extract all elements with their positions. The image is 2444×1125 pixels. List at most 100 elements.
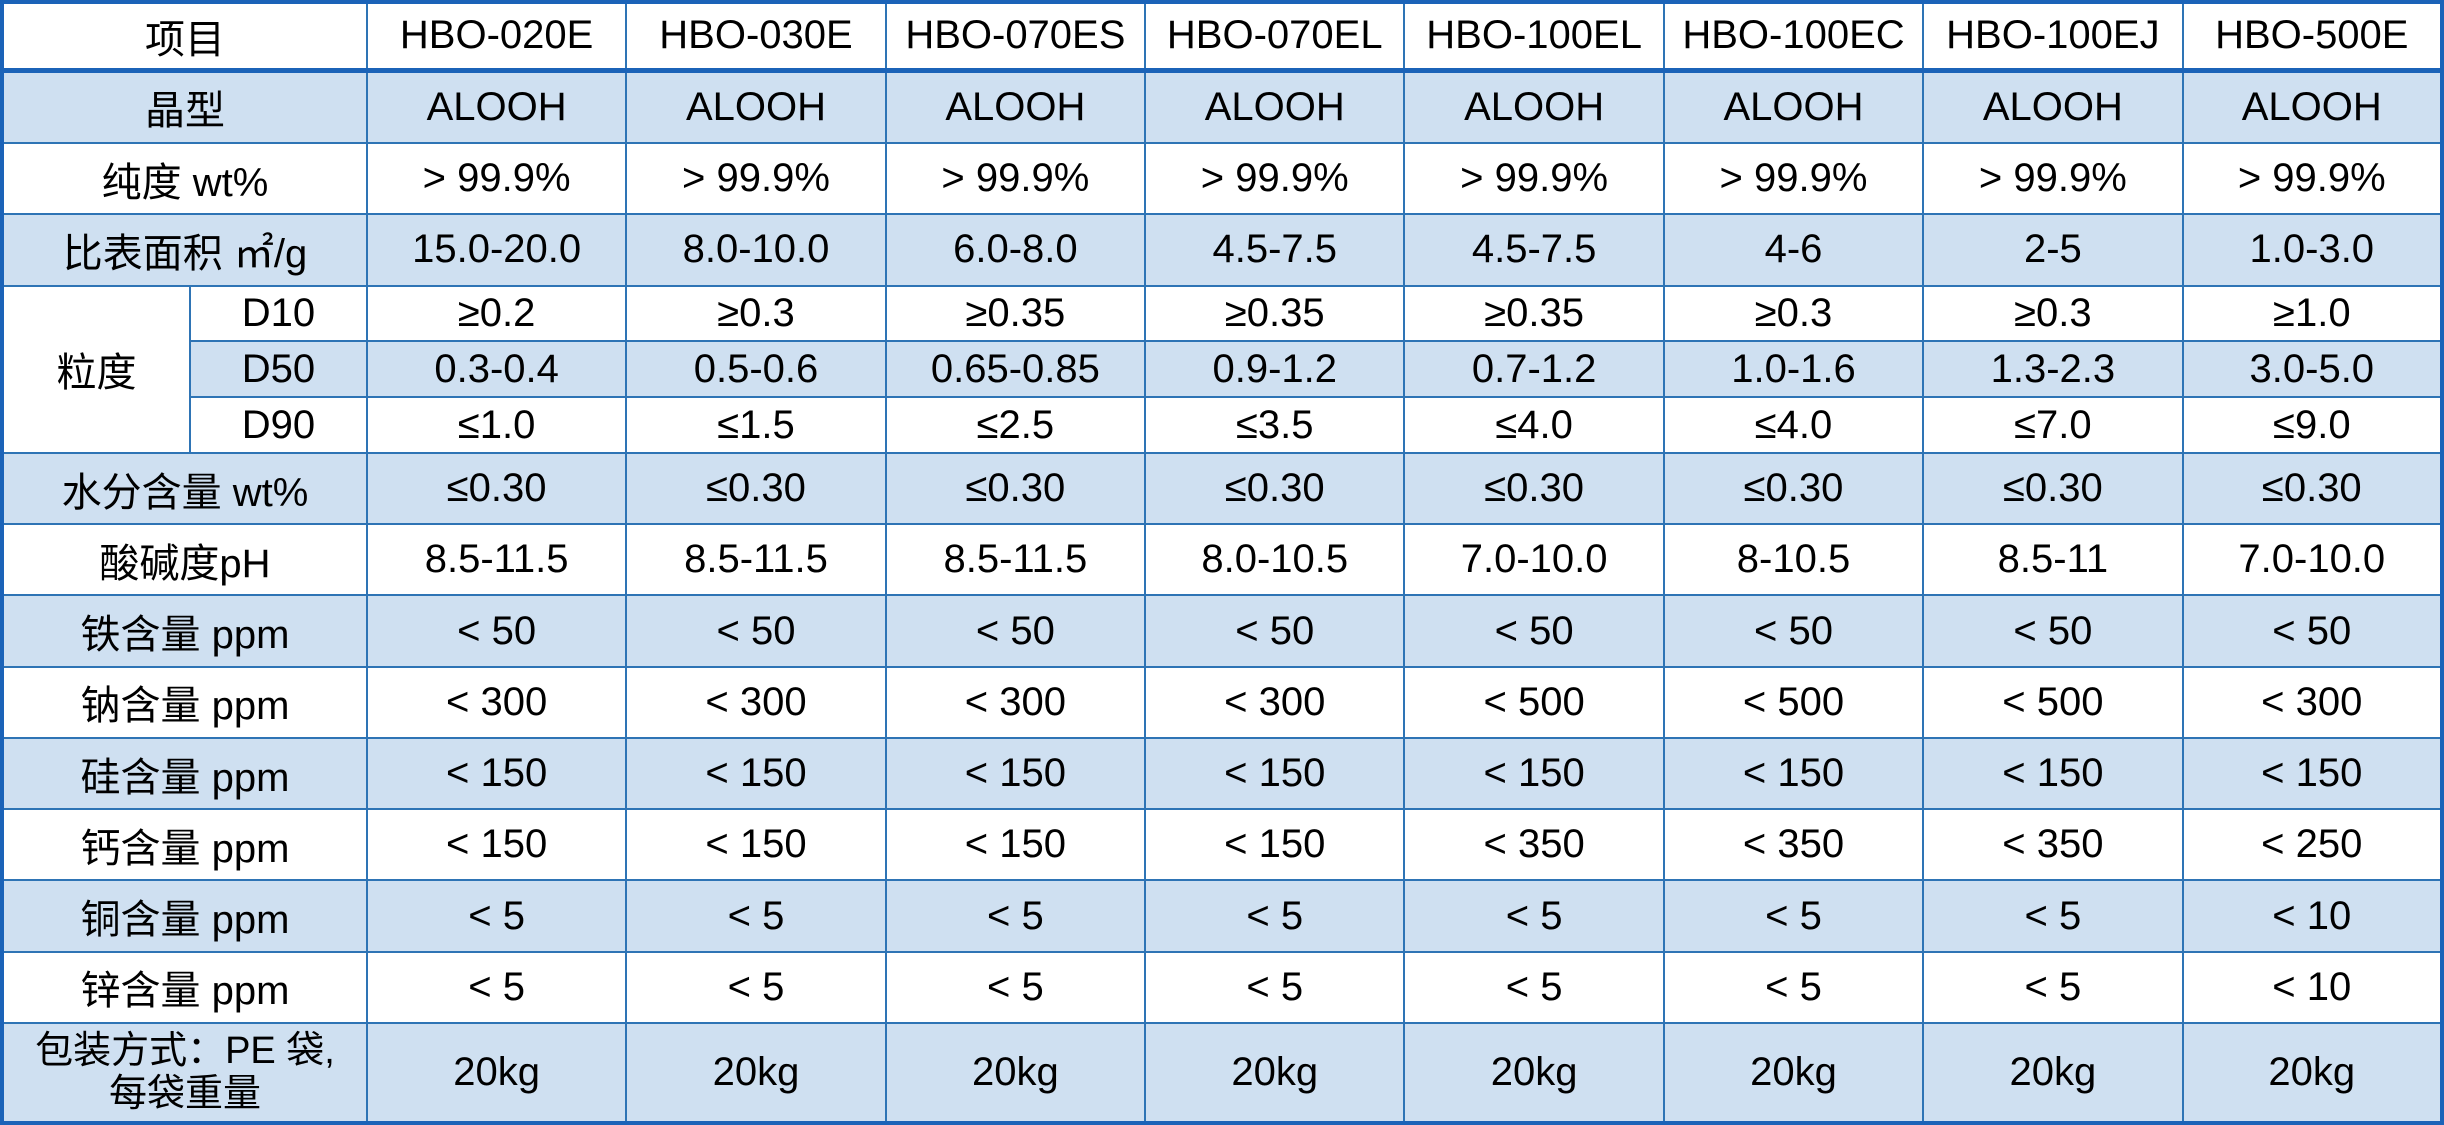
value-cell: 2-5 [1922,213,2184,287]
value-cell: ALOOH [1922,68,2184,145]
header-row: 项目 HBO-020E HBO-030E HBO-070ES HBO-070EL HBO-… [1,1,2444,73]
value-cell: 8.5-11 [1922,523,2184,597]
model-column-header: HBO-070ES [884,1,1147,73]
table-row: 钙含量 ppm < 150 < 150 < 150 < 150 < 350 < 350 < 3… [1,808,2444,882]
value-cell: 8.5-11.5 [625,523,887,597]
table-row: 水分含量 wt% ≤0.30 ≤0.30 ≤0.30 ≤0.30 ≤0.30 ≤0.30 ≤0… [1,451,2444,526]
value-cell: < 5 [365,950,628,1025]
value-cell: ≥0.35 [1403,284,1665,343]
table-row: 铁含量 ppm < 50 < 50 < 50 < 50 < 50 < 50 < 50 < 50 [1,594,2444,668]
value-cell: 8.5-11.5 [365,523,628,597]
table-row: D90 ≤1.0 ≤1.5 ≤2.5 ≤3.5 ≤4.0 ≤4.0 ≤7.0 ≤9.0 [2,396,2444,454]
row-label: 比表面积 ㎡/g [1,213,368,287]
value-cell: > 99.9% [365,142,628,216]
value-cell: < 50 [625,594,887,668]
value-cell: 4.5-7.5 [1403,213,1665,287]
value-cell: < 50 [365,594,628,668]
model-column-header: HBO-500E [2181,1,2444,73]
row-label: 硅含量 ppm [1,736,368,811]
value-cell: ALOOH [365,68,628,145]
value-cell: > 99.9% [2181,142,2444,216]
value-cell: ALOOH [1662,68,1925,145]
value-cell: 0.7-1.2 [1403,340,1665,399]
value-cell: < 250 [2181,808,2444,882]
value-cell: 7.0-10.0 [1403,523,1665,597]
value-cell: ALOOH [2181,68,2444,145]
value-cell: < 150 [625,808,887,882]
table-row: 比表面积 ㎡/g 15.0-20.0 8.0-10.0 6.0-8.0 4.5-7.5 4… [1,213,2444,287]
table-row: 粒度 D10 ≥0.2 ≥0.3 ≥0.35 ≥0.35 ≥0.35 ≥0.3 ≥0.3 ≥1.0 [1,284,2444,454]
row-label: 晶型 [1,68,368,145]
value-cell: 4-6 [1662,213,1925,287]
value-cell: 0.5-0.6 [625,340,887,399]
value-cell: < 500 [1662,665,1925,739]
value-cell: ≥0.3 [625,284,887,343]
row-label: 铜含量 ppm [1,879,368,953]
value-cell: < 5 [1662,879,1925,953]
value-cell: < 150 [1144,736,1406,811]
value-cell: < 500 [1922,665,2184,739]
value-cell: < 5 [884,879,1147,953]
value-cell: < 10 [2181,950,2444,1025]
table-body: 晶型 ALOOH ALOOH ALOOH ALOOH ALOOH ALOOH ALOOH ALO… [1,68,2444,1124]
value-cell: < 300 [884,665,1147,739]
value-cell: ≤1.0 [365,396,628,454]
value-cell: < 50 [1922,594,2184,668]
row-label: 锌含量 ppm [1,950,368,1025]
value-cell: < 500 [1403,665,1665,739]
value-cell: ≥0.2 [365,284,628,343]
value-cell: < 5 [884,950,1147,1025]
value-cell: ALOOH [625,68,887,145]
model-column-header: HBO-070EL [1144,1,1406,73]
value-cell: 20kg [884,1022,1147,1124]
value-cell: ALOOH [884,68,1147,145]
row-label: 包装方式：PE 袋, 每袋重量 [1,1022,368,1124]
row-label: 纯度 wt% [1,142,368,216]
value-cell: < 10 [2181,879,2444,953]
particle-size-sub-label: D10 [189,284,368,343]
model-column-header: HBO-100EL [1403,1,1665,73]
value-cell: ≥0.3 [1922,284,2184,343]
value-cell: < 150 [1662,736,1925,811]
value-cell: < 150 [625,736,887,811]
particle-size-sub-label: D50 [189,340,368,399]
value-cell: < 5 [1403,950,1665,1025]
row-label: 酸碱度pH [1,523,368,597]
value-cell: < 150 [365,736,628,811]
value-cell: < 50 [1662,594,1925,668]
value-cell: 1.3-2.3 [1922,340,2184,399]
value-cell: ALOOH [1144,68,1406,145]
value-cell: ≤9.0 [2181,396,2444,454]
table-row: 酸碱度pH 8.5-11.5 8.5-11.5 8.5-11.5 8.0-10.5 7.0… [1,523,2444,597]
table-row: 钠含量 ppm < 300 < 300 < 300 < 300 < 500 < 500 < 5… [1,665,2444,739]
value-cell: 15.0-20.0 [365,213,628,287]
value-cell: ≤4.0 [1662,396,1925,454]
row-label: 铁含量 ppm [1,594,368,668]
value-cell: > 99.9% [884,142,1147,216]
value-cell: ≥0.3 [1662,284,1925,343]
value-cell: < 350 [1662,808,1925,882]
value-cell: < 50 [1144,594,1406,668]
table-row: D50 0.3-0.4 0.5-0.6 0.65-0.85 0.9-1.2 0.7-1.2… [2,340,2444,399]
value-cell: < 300 [2181,665,2444,739]
value-cell: 1.0-3.0 [2181,213,2444,287]
value-cell: < 150 [884,736,1147,811]
value-cell: 7.0-10.0 [2181,523,2444,597]
table-row: 硅含量 ppm < 150 < 150 < 150 < 150 < 150 < 150 < 1… [1,736,2444,811]
value-cell: < 5 [1144,950,1406,1025]
value-cell: 20kg [1144,1022,1406,1124]
value-cell: > 99.9% [1922,142,2184,216]
table-row: 晶型 ALOOH ALOOH ALOOH ALOOH ALOOH ALOOH ALOOH ALO… [1,68,2444,145]
value-cell: < 300 [365,665,628,739]
value-cell: < 350 [1403,808,1665,882]
value-cell: 3.0-5.0 [2181,340,2444,399]
value-cell: 6.0-8.0 [884,213,1147,287]
table-row: 包装方式：PE 袋, 每袋重量 20kg 20kg 20kg 20kg 20kg 20kg 2… [1,1022,2444,1124]
value-cell: < 150 [1403,736,1665,811]
value-cell: 8.5-11.5 [884,523,1147,597]
model-column-header: HBO-100EC [1662,1,1925,73]
value-cell: 20kg [625,1022,887,1124]
table-row: 铜含量 ppm < 5 < 5 < 5 < 5 < 5 < 5 < 5 < 10 [1,879,2444,953]
value-cell: < 300 [1144,665,1406,739]
model-column-header: HBO-100EJ [1922,1,2184,73]
